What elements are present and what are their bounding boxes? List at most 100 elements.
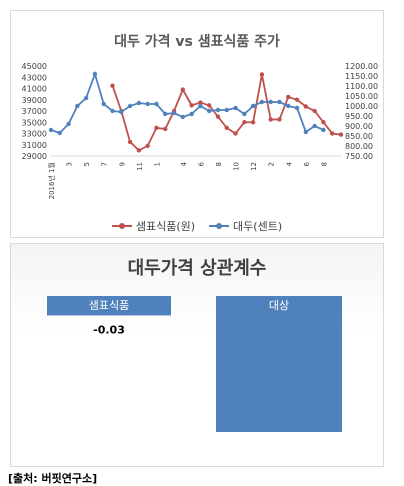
series-point-1 bbox=[321, 127, 326, 133]
bar-chart-panel: 대두가격 상관계수 샘표식품 -0.03 대상 -0.21 bbox=[10, 243, 384, 467]
right-axis-tick: 1200.00 bbox=[345, 62, 378, 71]
series-point-0 bbox=[198, 100, 203, 105]
series-point-0 bbox=[110, 83, 115, 88]
series-point-0 bbox=[294, 97, 300, 102]
x-axis-tick: 8 bbox=[215, 162, 223, 166]
series-point-1 bbox=[75, 103, 80, 109]
series-point-0 bbox=[250, 120, 256, 125]
x-axis-tick: 5 bbox=[83, 162, 91, 166]
series-point-1 bbox=[83, 95, 89, 101]
series-point-0 bbox=[233, 131, 238, 136]
bar-data-label-1: -0.21 bbox=[263, 440, 295, 453]
left-axis-tick: 35000 bbox=[22, 118, 47, 127]
x-axis-tick: 3 bbox=[66, 162, 74, 166]
right-axis-tick: 850.00 bbox=[345, 132, 373, 141]
x-axis-tick: 1 bbox=[153, 162, 161, 166]
series-point-0 bbox=[224, 125, 229, 131]
right-axis-tick: 800.00 bbox=[345, 142, 373, 151]
series-line-1 bbox=[50, 71, 324, 135]
right-axis-tick: 1050.00 bbox=[345, 92, 378, 101]
series-point-0 bbox=[145, 143, 150, 149]
bar-0 bbox=[47, 296, 171, 316]
series-point-0 bbox=[180, 87, 186, 92]
right-axis-tick: 1100.00 bbox=[345, 82, 378, 91]
x-axis-tick: 2016년 1월 bbox=[47, 162, 56, 199]
series-point-0 bbox=[330, 131, 335, 136]
series-point-1 bbox=[101, 101, 106, 107]
series-point-1 bbox=[154, 101, 159, 107]
series-point-1 bbox=[189, 111, 194, 117]
series-point-0 bbox=[136, 148, 142, 153]
source-caption: [출처: 버핏연구소] bbox=[8, 472, 98, 485]
series-point-0 bbox=[338, 132, 344, 137]
series-point-0 bbox=[286, 94, 291, 100]
series-point-1 bbox=[294, 105, 300, 111]
series-point-0 bbox=[303, 104, 309, 109]
legend-item-samp: 샘표식품(원) bbox=[111, 218, 196, 234]
series-point-1 bbox=[224, 107, 229, 113]
series-point-0 bbox=[268, 117, 273, 122]
x-axis-tick: 2 bbox=[268, 162, 276, 166]
series-point-0 bbox=[154, 125, 159, 131]
legend-swatch-soy bbox=[209, 223, 230, 229]
x-axis-tick: 6 bbox=[303, 161, 311, 166]
series-point-1 bbox=[145, 101, 150, 107]
series-point-1 bbox=[250, 103, 256, 109]
x-axis-tick: 4 bbox=[180, 161, 188, 166]
series-point-0 bbox=[242, 120, 247, 125]
series-point-1 bbox=[136, 100, 142, 106]
x-axis-tick: 11 bbox=[136, 162, 144, 171]
series-point-0 bbox=[215, 114, 221, 119]
series-point-1 bbox=[259, 99, 265, 105]
series-point-1 bbox=[242, 111, 247, 117]
bar-chart: 샘표식품 -0.03 대상 -0.21 bbox=[47, 296, 342, 453]
series-point-1 bbox=[119, 109, 124, 115]
line-chart-panel: 대두 가격 vs 샘표식품 주가 29000 31000 33000 35000 370… bbox=[10, 10, 384, 238]
x-axis-tick: 10 bbox=[233, 162, 241, 171]
series-point-1 bbox=[110, 108, 115, 114]
left-axis-tick: 45000 bbox=[22, 62, 47, 71]
right-axis-tick: 1000.00 bbox=[345, 102, 378, 111]
legend-label-soy: 대두(센트) bbox=[233, 220, 283, 233]
series-point-1 bbox=[198, 103, 203, 109]
legend-label-samp: 샘표식품(원) bbox=[135, 220, 196, 233]
series-line-0 bbox=[111, 74, 342, 152]
left-axis-tick: 43000 bbox=[22, 73, 47, 82]
series-point-1 bbox=[303, 129, 309, 135]
series-point-1 bbox=[163, 111, 168, 117]
x-axis-tick: 7 bbox=[101, 162, 109, 166]
series-point-1 bbox=[312, 123, 317, 129]
left-axis-tick: 31000 bbox=[22, 141, 47, 150]
series-point-0 bbox=[277, 117, 282, 122]
series-point-0 bbox=[259, 72, 265, 77]
right-axis-tick: 1150.00 bbox=[345, 72, 378, 81]
x-axis-tick: 4 bbox=[285, 161, 293, 166]
series-point-1 bbox=[233, 105, 238, 111]
legend-item-soy: 대두(센트) bbox=[209, 218, 282, 234]
x-axis-tick: 9 bbox=[118, 162, 126, 166]
series-point-1 bbox=[66, 121, 71, 127]
left-axis-tick: 39000 bbox=[22, 96, 47, 105]
x-axis-tick: 8 bbox=[320, 162, 328, 166]
left-axis-tick: 33000 bbox=[22, 130, 47, 139]
bar-data-label-0: -0.03 bbox=[93, 323, 125, 336]
series-point-0 bbox=[163, 126, 168, 132]
series-point-0 bbox=[189, 103, 194, 108]
left-axis-tick: 41000 bbox=[22, 85, 47, 94]
left-axis-tick: 29000 bbox=[22, 152, 47, 161]
series-point-1 bbox=[277, 99, 282, 105]
right-axis-tick: 950.00 bbox=[345, 112, 373, 121]
series-point-1 bbox=[127, 103, 133, 109]
x-axis-tick: 12 bbox=[250, 162, 258, 171]
series-point-1 bbox=[48, 127, 54, 133]
line-chart: 29000 31000 33000 35000 37000 39000 41000 43000… bbox=[22, 62, 379, 199]
left-axis-tick: 37000 bbox=[22, 107, 47, 116]
line-chart-title: 대두 가격 vs 샘표식품 주가 bbox=[114, 34, 280, 50]
legend-swatch-samp bbox=[111, 223, 132, 229]
series-point-1 bbox=[180, 114, 186, 120]
line-chart-legend: 샘표식품(원) 대두(센트) bbox=[11, 218, 383, 234]
bar-category-0: 샘표식품 bbox=[89, 299, 129, 312]
right-axis-tick: 750.00 bbox=[345, 152, 373, 161]
series-point-0 bbox=[312, 108, 317, 114]
bar-1 bbox=[216, 296, 342, 432]
